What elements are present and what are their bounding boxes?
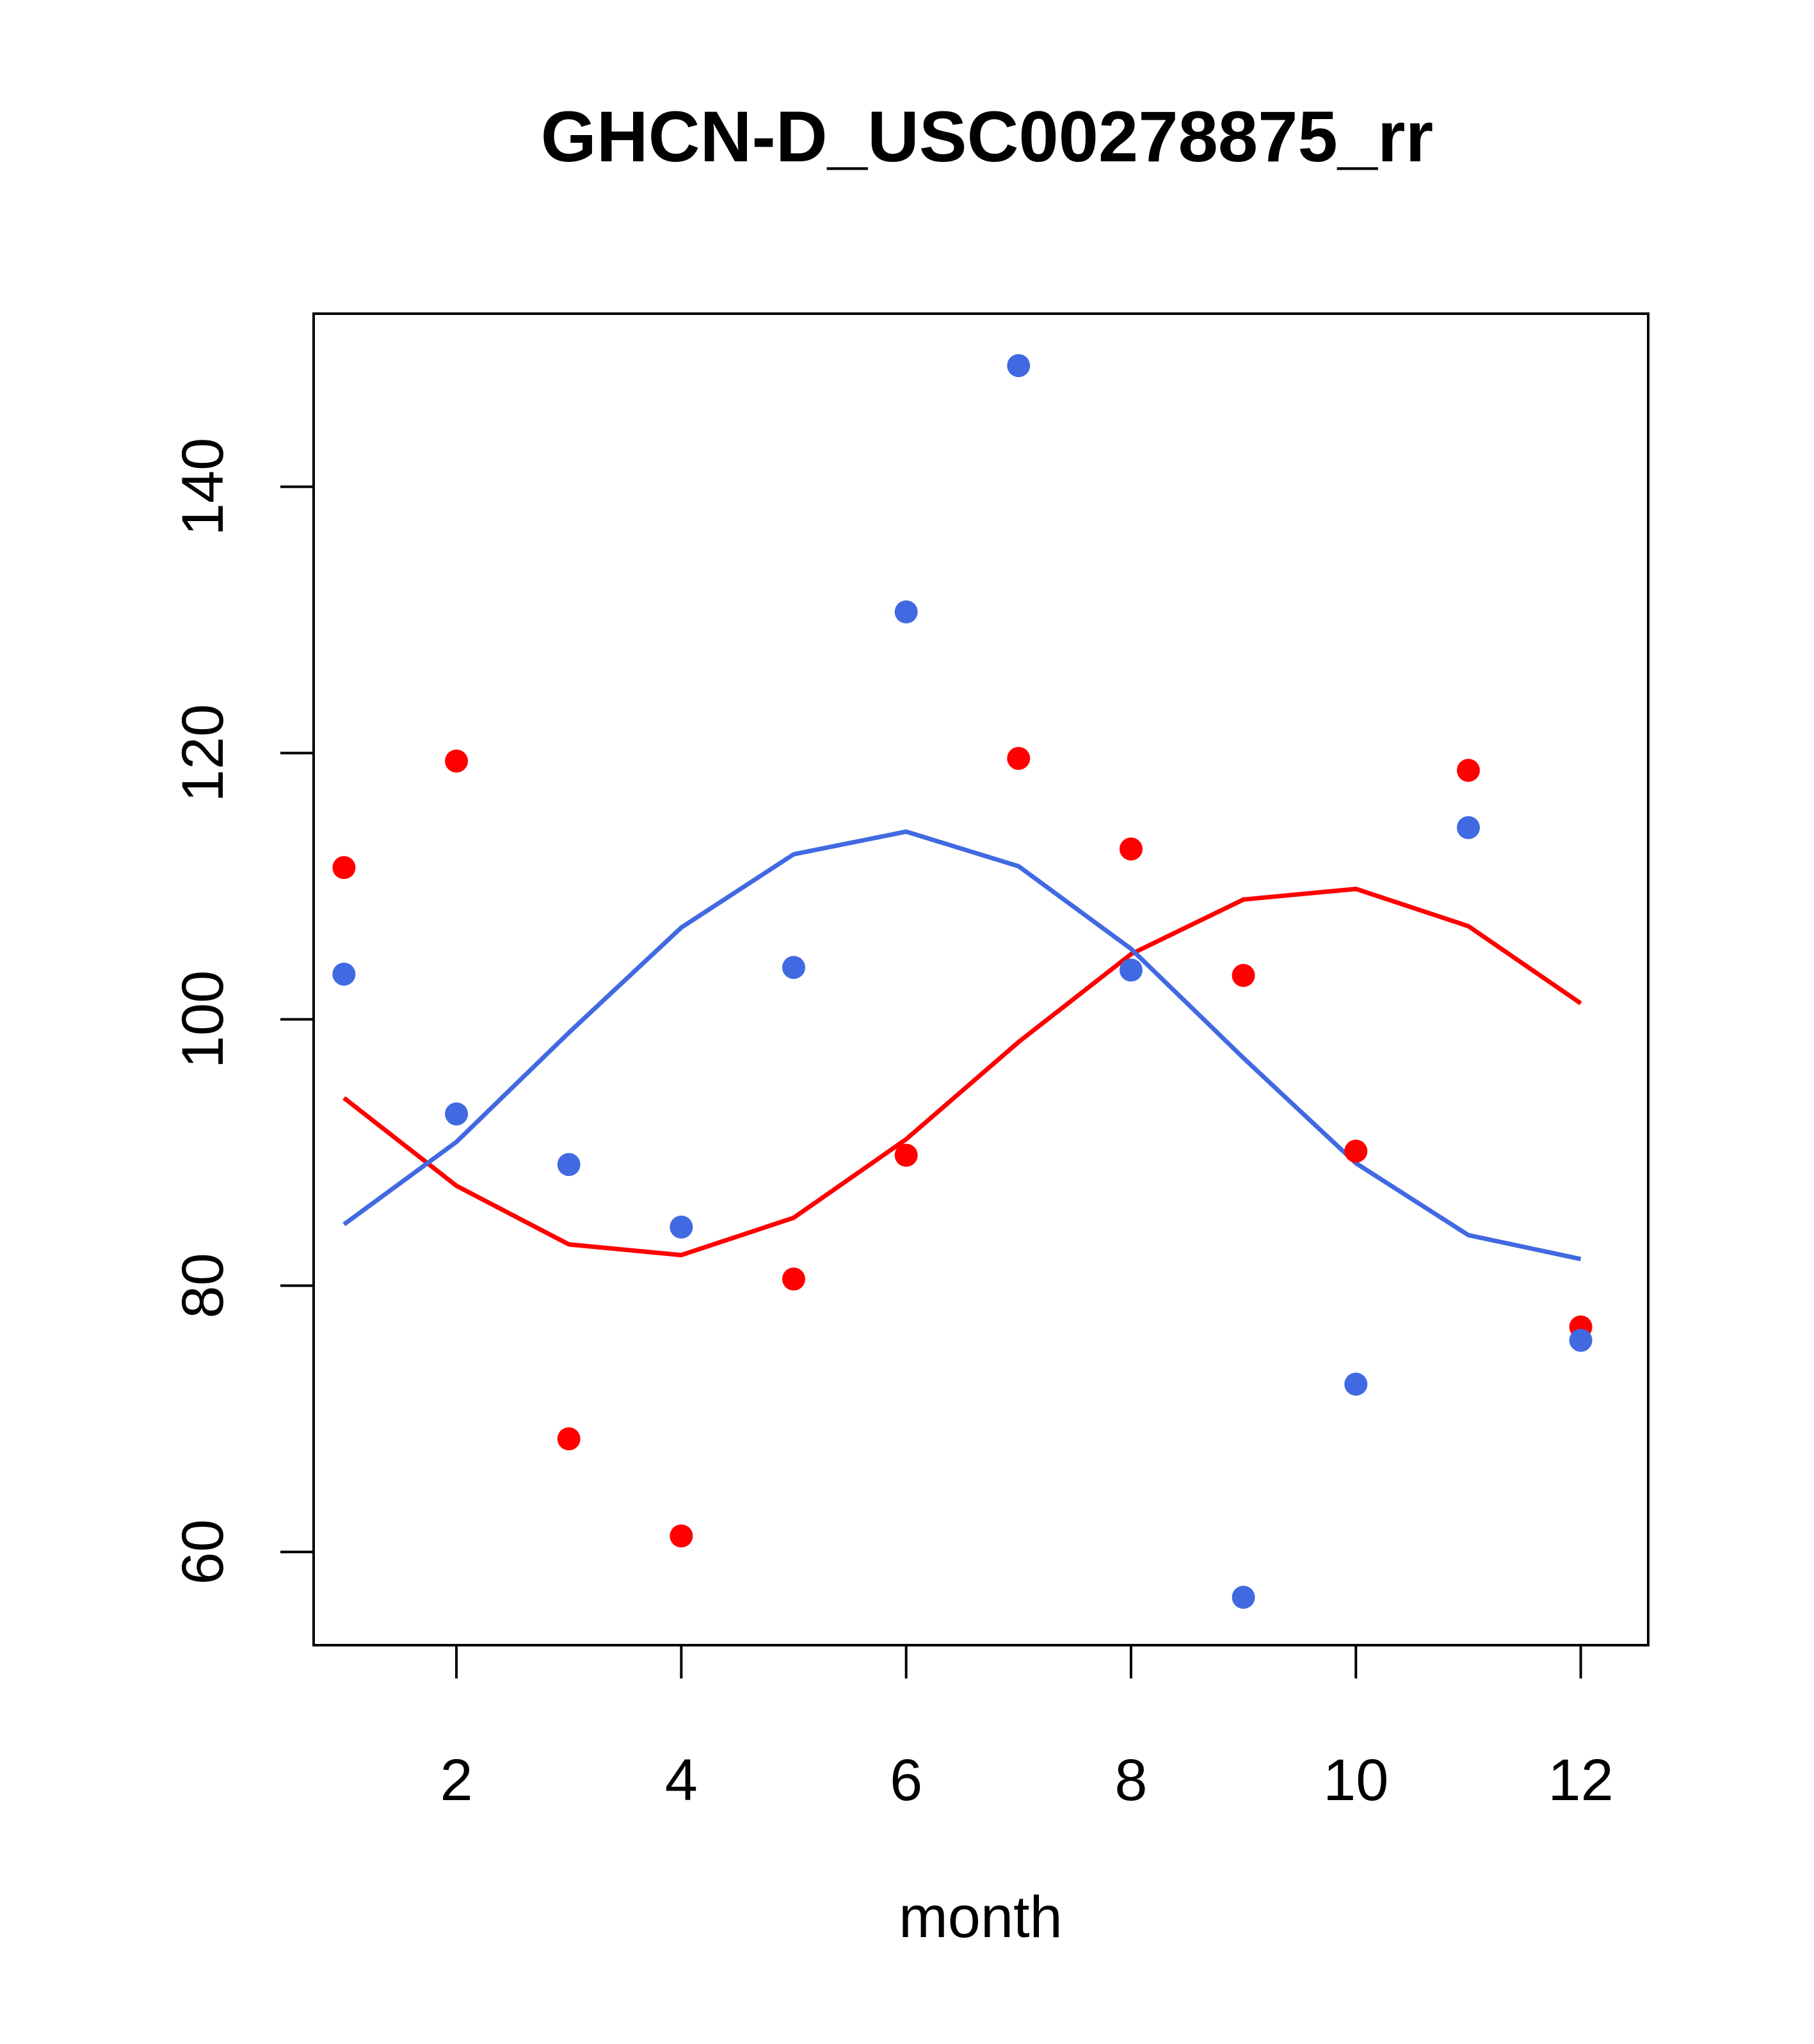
data-point: [557, 1427, 581, 1451]
y-tick-label: 80: [170, 1253, 236, 1318]
data-point: [1457, 759, 1480, 782]
data-point: [1344, 1139, 1368, 1163]
data-point: [670, 1524, 693, 1548]
data-point: [1344, 1372, 1368, 1396]
data-point: [557, 1153, 581, 1177]
plot-area-frame: [312, 312, 1649, 1646]
x-tick-label: 10: [1323, 1748, 1388, 1813]
data-point: [332, 856, 356, 880]
x-tick-label: 6: [890, 1748, 922, 1813]
data-point: [445, 1102, 469, 1126]
data-point: [670, 1215, 693, 1239]
y-tick-label: 140: [170, 438, 236, 536]
data-point: [332, 962, 356, 986]
data-point: [1007, 354, 1031, 378]
data-point: [1007, 746, 1031, 770]
x-axis-title: month: [899, 1885, 1063, 1950]
x-tick-label: 12: [1548, 1748, 1613, 1813]
data-point: [782, 956, 805, 979]
data-point: [1232, 963, 1255, 987]
x-tick-label: 2: [440, 1748, 472, 1813]
series-line: [342, 887, 1582, 1258]
plot-layer: [332, 354, 1593, 1609]
x-tick-label: 4: [665, 1748, 698, 1813]
data-point: [445, 749, 469, 773]
data-point: [1232, 1586, 1255, 1609]
y-tick-label: 60: [170, 1519, 236, 1584]
data-point: [1457, 816, 1480, 839]
x-axis: 2 4 6 8 10 12: [440, 1644, 1614, 1813]
data-point: [894, 1143, 918, 1167]
data-point: [1120, 958, 1143, 982]
series-line: [342, 829, 1582, 1262]
chart-title: GHCN-D_USC00278875_rr: [541, 97, 1433, 177]
y-tick-label: 100: [170, 970, 236, 1069]
data-point: [894, 600, 918, 624]
y-tick-label: 120: [170, 704, 236, 803]
x-tick-label: 8: [1114, 1748, 1147, 1813]
data-point: [1569, 1328, 1593, 1352]
data-point: [1120, 837, 1143, 861]
data-point: [782, 1267, 805, 1291]
y-axis: 60 80 100 120 140: [170, 438, 315, 1585]
